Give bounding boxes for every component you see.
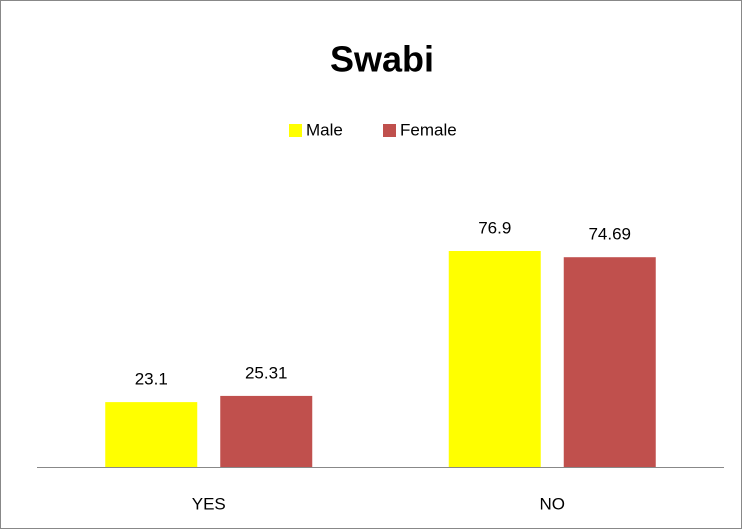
bar	[220, 395, 313, 467]
data-label: 76.9	[478, 218, 511, 237]
bar	[448, 251, 541, 467]
x-tick-label: NO	[540, 494, 566, 513]
data-label: 25.31	[245, 363, 288, 382]
legend-label: Female	[400, 120, 457, 139]
legend-swatch	[383, 124, 396, 137]
data-label: 74.69	[588, 225, 631, 244]
legend-swatch	[289, 124, 302, 137]
chart-title: Swabi	[330, 39, 434, 80]
x-tick-label: YES	[192, 494, 226, 513]
bar	[563, 257, 656, 467]
data-label: 23.1	[135, 370, 168, 389]
legend-label: Male	[306, 120, 343, 139]
bar	[105, 402, 198, 467]
